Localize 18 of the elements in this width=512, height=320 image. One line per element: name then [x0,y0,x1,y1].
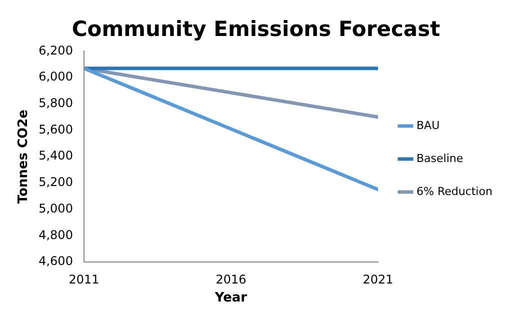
y-tick-label: 4,800 [38,228,73,242]
x-axis-title: Year [214,290,248,306]
x-tick-label: 2011 [68,272,100,286]
legend-label: 6% Reduction [416,184,492,198]
legend-label: BAU [416,118,440,132]
y-tick-label: 5,000 [38,201,73,216]
y-axis-title: Tonnes CO2e [16,109,32,204]
y-tick-label: 6,200 [38,43,73,58]
chart-title: Community Emissions Forecast [72,17,440,42]
x-tick-label: 2016 [216,272,246,286]
y-tick-label: 5,400 [38,148,73,163]
y-tick-label: 6,000 [38,70,73,84]
legend-label: Baseline [416,152,464,165]
y-tick-label: 5,600 [38,122,73,136]
x-tick-label: 2021 [362,272,394,286]
y-tick-label: 4,600 [38,254,73,268]
y-tick-label: 5,800 [38,96,73,110]
y-tick-label: 5,200 [38,175,73,190]
